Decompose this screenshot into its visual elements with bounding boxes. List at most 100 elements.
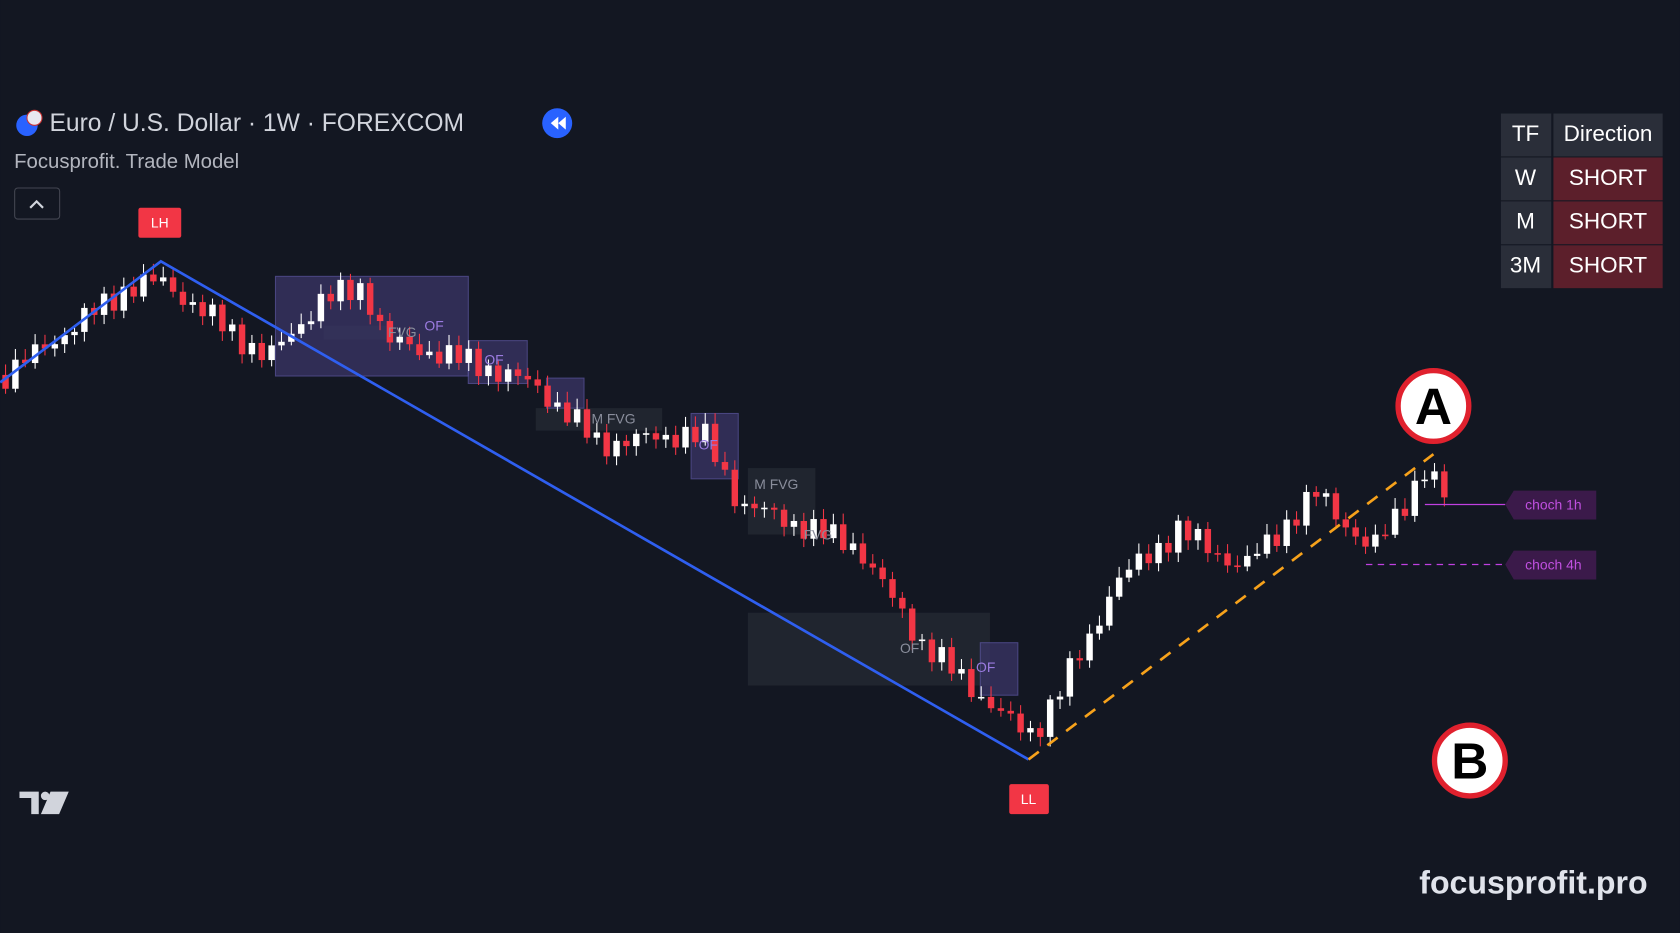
candle-body — [1253, 553, 1261, 556]
candle-body — [544, 385, 551, 407]
table-cell — [1500, 113, 1552, 157]
replay-icon — [550, 116, 566, 130]
table-cell — [1553, 157, 1663, 201]
candle-body — [1372, 534, 1379, 547]
candle-body — [573, 409, 581, 423]
candle-body — [1313, 491, 1320, 497]
candle-body — [1155, 542, 1162, 564]
timeframe: W — [1515, 165, 1537, 190]
candle-body — [623, 440, 630, 447]
zone-label: FVG — [388, 324, 417, 340]
choch-label: choch 1h — [1525, 496, 1581, 512]
candle-body — [1441, 471, 1448, 498]
candle-body — [219, 304, 226, 332]
swing-tag — [1009, 784, 1049, 815]
candle-body — [1234, 565, 1241, 568]
zone-label: OF — [484, 352, 503, 368]
choch-label: choch 4h — [1525, 556, 1581, 572]
candle-body — [593, 432, 601, 438]
candle-body — [1303, 491, 1310, 526]
zone-label: M FVG — [754, 476, 798, 492]
point-label: B — [1451, 731, 1488, 789]
collapse-button[interactable] — [14, 187, 61, 220]
candle-body — [1076, 658, 1083, 661]
candle-body — [938, 647, 945, 663]
tv-logo — [19, 791, 69, 815]
candle-body — [317, 293, 325, 322]
candle-body — [692, 426, 699, 443]
candle-body — [179, 291, 187, 305]
candle-body — [189, 302, 197, 305]
candle-body — [258, 342, 265, 361]
candle-body — [771, 507, 778, 510]
candle-body — [1283, 519, 1290, 546]
candle-body — [465, 348, 472, 363]
candle-body — [347, 279, 354, 301]
candle-body — [1273, 534, 1281, 546]
candle-body — [859, 543, 867, 564]
candle-body — [1421, 479, 1428, 482]
candle-body — [1096, 625, 1103, 634]
candle-body — [780, 509, 788, 527]
table-header: TF — [1512, 121, 1539, 146]
candle-body — [869, 563, 876, 568]
candle-body — [455, 345, 463, 363]
table-cell — [1500, 245, 1552, 289]
candle-body — [1066, 658, 1074, 697]
table-cell — [1553, 245, 1663, 289]
choch-tag — [1505, 490, 1597, 520]
candle-body — [150, 274, 157, 282]
candle-body — [71, 331, 78, 336]
direction: SHORT — [1569, 253, 1648, 278]
choch-tag — [1505, 550, 1597, 580]
candle-body — [160, 277, 167, 282]
candle-body — [120, 286, 128, 311]
candle-body — [1017, 713, 1024, 733]
candle-body — [495, 365, 502, 382]
table-header: Direction — [1564, 121, 1653, 146]
candle-body — [1391, 508, 1399, 535]
candle-body — [997, 708, 1005, 711]
candle-body — [1224, 553, 1231, 566]
candle-body — [761, 507, 768, 510]
candle-body — [278, 341, 285, 346]
order-flow-zone — [979, 642, 1019, 696]
candle-body — [977, 696, 985, 699]
candle-body — [1411, 480, 1419, 516]
candle-body — [238, 324, 246, 355]
candle-body — [1106, 596, 1113, 626]
candle-body — [268, 345, 275, 361]
candle-body — [1056, 696, 1064, 700]
candle-body — [140, 274, 147, 297]
candle-body — [800, 520, 808, 539]
candle-body — [1362, 536, 1369, 547]
candle-body — [613, 440, 620, 457]
table-cell — [1500, 157, 1552, 201]
zigzag-line — [0, 259, 1030, 761]
candle-body — [22, 359, 29, 364]
candle-body — [1401, 508, 1409, 516]
symbol-title: Euro / U.S. Dollar · 1W · FOREXCOM — [49, 110, 464, 137]
candle-body — [908, 608, 916, 641]
candle-body — [731, 469, 739, 507]
candle-body — [1007, 710, 1014, 714]
candle-body — [1382, 534, 1389, 537]
candle-body — [426, 351, 433, 356]
candle-body — [928, 639, 936, 663]
candle-body — [672, 434, 679, 448]
candle-body — [1027, 728, 1034, 733]
table-cell — [1553, 201, 1663, 245]
candle-body — [1135, 553, 1143, 570]
candle-body — [406, 336, 413, 345]
candle-body — [1184, 520, 1192, 541]
candle-body — [662, 434, 670, 440]
zone-label: OF — [900, 640, 919, 656]
candle-body — [199, 302, 206, 317]
zone-label: M FVG — [591, 411, 635, 427]
watermark: focusprofit.pro — [1419, 864, 1647, 900]
candle-body — [31, 344, 39, 364]
candle-body — [1175, 520, 1182, 553]
zone-label: OF — [699, 436, 718, 452]
candle-body — [41, 344, 49, 349]
